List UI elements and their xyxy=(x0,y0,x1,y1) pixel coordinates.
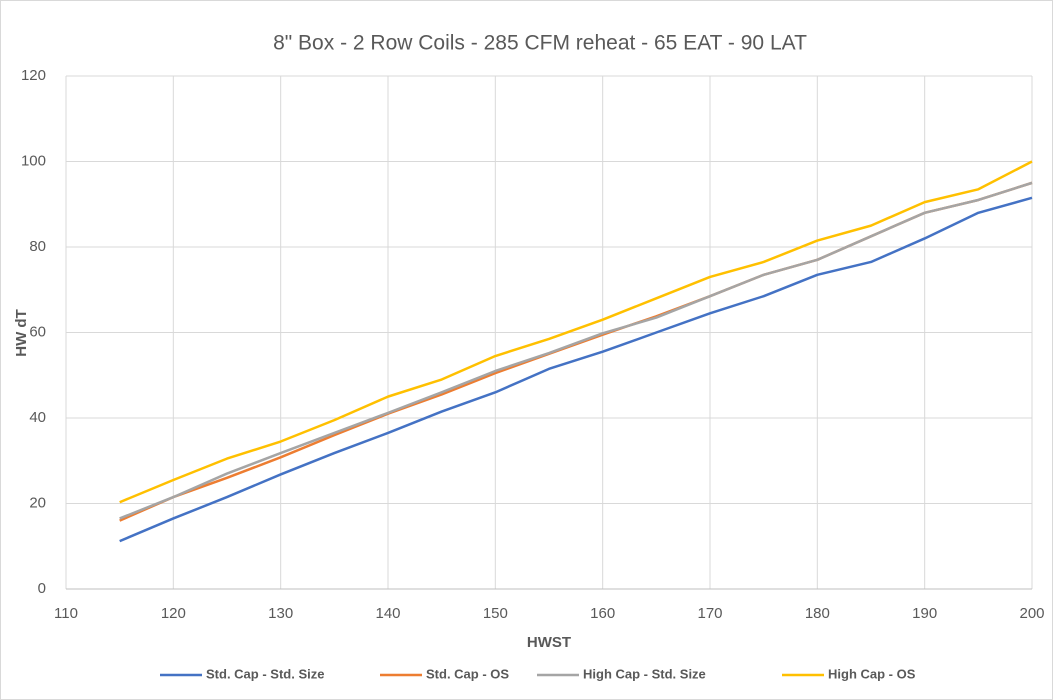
y-tick-label: 40 xyxy=(29,409,46,426)
x-tick-label: 110 xyxy=(54,605,78,622)
y-tick-label: 100 xyxy=(21,152,46,169)
series-line xyxy=(119,181,1033,520)
x-tick-label: 130 xyxy=(268,605,293,622)
y-tick-label: 0 xyxy=(38,580,46,597)
legend-label: Std. Cap - OS xyxy=(426,666,509,681)
legend-label: Std. Cap - Std. Size xyxy=(206,666,324,681)
legend-label: High Cap - OS xyxy=(828,666,916,681)
chart-title: 8" Box - 2 Row Coils - 285 CFM reheat - … xyxy=(273,32,807,55)
x-tick-label: 150 xyxy=(483,605,508,622)
x-tick-label: 120 xyxy=(161,605,186,622)
y-tick-label: 80 xyxy=(29,238,46,255)
y-tick-label: 60 xyxy=(29,323,46,340)
y-axis-label: HW dT xyxy=(13,309,30,356)
x-tick-label: 190 xyxy=(912,605,937,622)
x-axis-label: HWST xyxy=(527,634,571,651)
y-tick-label: 120 xyxy=(21,67,46,84)
series-line xyxy=(119,160,1033,504)
x-tick-label: 180 xyxy=(805,605,830,622)
y-tick-label: 20 xyxy=(29,494,46,511)
series-line xyxy=(119,196,1033,543)
x-tick-label: 170 xyxy=(697,605,722,622)
x-tick-label: 140 xyxy=(375,605,400,622)
legend-label: High Cap - Std. Size xyxy=(583,666,706,681)
x-tick-label: 200 xyxy=(1019,605,1044,622)
x-tick-label: 160 xyxy=(590,605,615,622)
